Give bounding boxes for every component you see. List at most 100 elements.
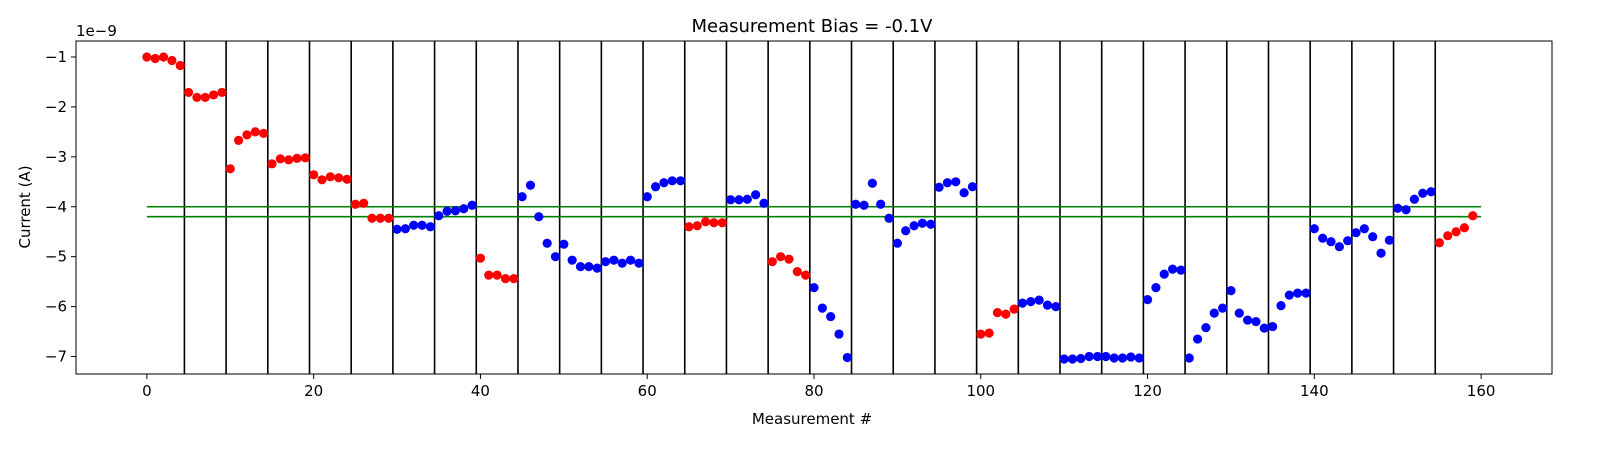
- data-point-blue: [675, 176, 686, 186]
- data-point-red: [350, 199, 360, 209]
- data-point-red: [484, 270, 494, 280]
- data-point-blue: [1318, 233, 1328, 243]
- x-tick-label: 40: [471, 382, 490, 400]
- y-tick-label: −6: [45, 298, 67, 316]
- data-point-blue: [1134, 353, 1144, 363]
- data-point-blue: [1067, 354, 1078, 364]
- data-point-red: [1009, 304, 1019, 314]
- data-point-blue: [884, 213, 894, 223]
- data-point-blue: [625, 255, 636, 265]
- data-point-red: [509, 274, 519, 284]
- data-point-blue: [550, 252, 561, 262]
- data-point-red: [692, 221, 702, 231]
- data-point-blue: [1084, 351, 1094, 362]
- data-point-red: [992, 307, 1003, 318]
- data-point-blue: [1101, 351, 1111, 362]
- reference-lines: [146, 205, 1482, 218]
- data-point-red: [158, 52, 169, 62]
- data-point-blue: [542, 238, 552, 248]
- data-point-red: [250, 127, 260, 137]
- data-point-blue: [667, 176, 677, 186]
- data-point-blue: [634, 258, 644, 268]
- data-point-blue: [659, 178, 669, 188]
- data-point-blue: [609, 255, 619, 265]
- x-tick-label: 120: [1133, 382, 1162, 400]
- x-tick-label: 160: [1467, 382, 1496, 400]
- data-point-blue: [1109, 353, 1119, 363]
- data-point-blue: [567, 255, 577, 265]
- data-point-blue: [926, 219, 936, 229]
- data-point-blue: [809, 283, 819, 293]
- x-axis-ticks: 0 20 40 60 80 100 120 140 160: [142, 374, 1495, 400]
- data-point-red: [500, 274, 511, 284]
- data-point-blue: [1284, 290, 1294, 300]
- data-point-blue: [392, 224, 402, 234]
- data-point-blue: [559, 239, 569, 249]
- data-point-blue: [1076, 353, 1086, 364]
- data-point-blue: [1042, 300, 1053, 310]
- data-point-blue: [1301, 288, 1311, 298]
- data-point-blue: [1276, 301, 1286, 311]
- data-point-blue: [1192, 334, 1203, 344]
- data-point-red: [267, 159, 277, 169]
- data-point-blue: [892, 238, 902, 248]
- data-point-blue: [409, 220, 419, 230]
- data-point-red: [192, 92, 202, 103]
- data-point-blue: [1368, 232, 1378, 242]
- data-point-blue: [734, 195, 744, 205]
- data-point-red: [801, 270, 811, 280]
- data-point-red: [984, 328, 994, 338]
- data-point-blue: [1034, 295, 1044, 305]
- data-point-blue: [876, 199, 886, 209]
- data-point-blue: [1092, 351, 1103, 362]
- data-point-blue: [942, 178, 953, 188]
- y-tick-label: −1: [45, 48, 67, 66]
- y-tick-label: −7: [45, 348, 67, 366]
- x-axis-label: Measurement #: [752, 410, 872, 428]
- data-point-blue: [751, 190, 761, 200]
- data-point-red: [142, 52, 152, 62]
- x-tick-label: 100: [966, 382, 995, 400]
- chart-title: Measurement Bias = -0.1V: [691, 16, 933, 37]
- data-point-red: [1459, 223, 1470, 233]
- data-point-blue: [1359, 224, 1369, 234]
- data-point-blue: [1243, 315, 1253, 325]
- data-point-blue: [517, 192, 527, 202]
- y-axis-ticks: −1 −2 −3 −4 −5 −6 −7: [45, 48, 76, 366]
- data-point-red: [342, 174, 352, 184]
- data-point-blue: [425, 222, 436, 232]
- data-point-blue: [1234, 308, 1244, 318]
- data-point-blue: [1334, 242, 1344, 252]
- data-point-red: [317, 175, 327, 185]
- data-point-blue: [826, 311, 836, 322]
- data-point-red: [784, 254, 794, 264]
- data-point-red: [242, 130, 252, 140]
- data-point-red: [208, 90, 219, 100]
- data-point-red: [792, 267, 802, 277]
- y-scale-label: 1e−9: [76, 22, 117, 40]
- data-point-blue: [859, 200, 869, 210]
- data-point-red: [700, 217, 711, 227]
- x-tick-label: 140: [1300, 382, 1329, 400]
- data-point-blue: [1376, 248, 1386, 258]
- data-point-red: [234, 135, 244, 145]
- data-point-blue: [901, 226, 911, 236]
- data-point-blue: [1159, 269, 1169, 279]
- data-point-blue: [534, 212, 544, 222]
- data-point-red: [367, 213, 377, 223]
- data-point-blue: [442, 206, 452, 216]
- data-point-blue: [1251, 316, 1261, 327]
- data-point-blue: [1426, 187, 1436, 197]
- data-point-blue: [650, 182, 661, 192]
- data-point-blue: [1051, 302, 1061, 312]
- y-tick-label: −5: [45, 248, 67, 266]
- data-point-blue: [1017, 298, 1028, 308]
- data-point-blue: [867, 178, 877, 188]
- data-point-blue: [1209, 308, 1219, 318]
- data-point-red: [300, 153, 310, 163]
- data-point-blue: [1343, 236, 1353, 246]
- data-point-red: [375, 213, 385, 223]
- data-points: [142, 52, 1478, 364]
